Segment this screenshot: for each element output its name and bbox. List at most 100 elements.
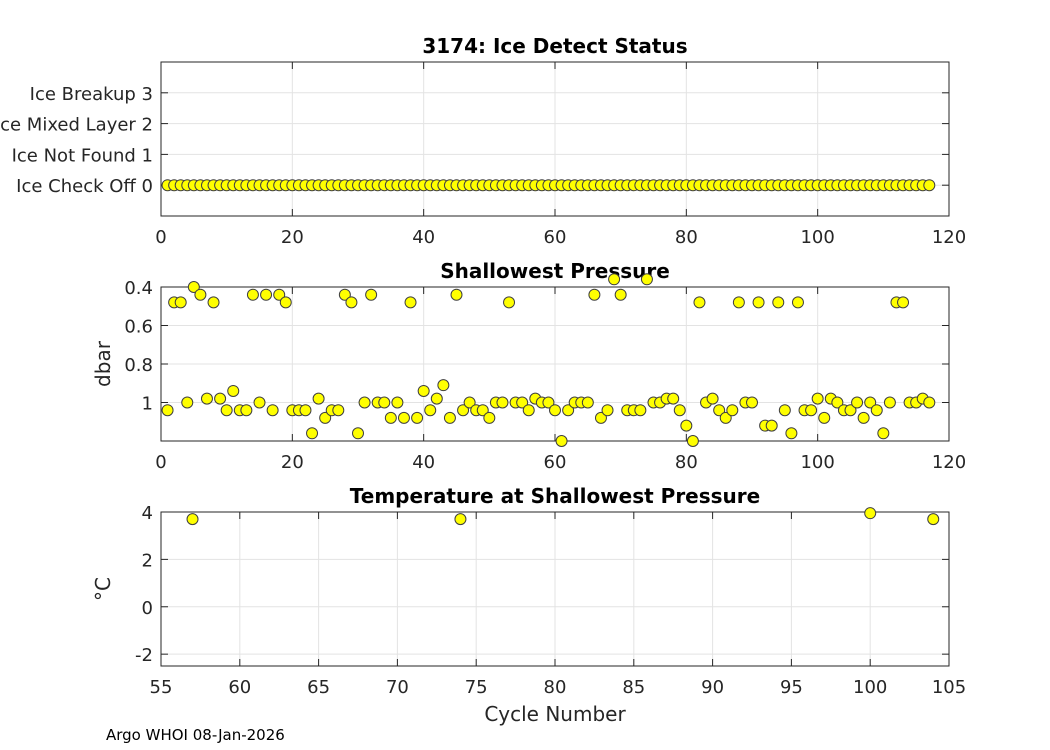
data-point bbox=[181, 396, 194, 409]
y-tick-label: Ice Not Found 1 bbox=[12, 145, 153, 166]
chart-panel-1: 0 20 40 60 80 100 120 Ice Check Off 0 Ice Not Fo… bbox=[0, 34, 966, 248]
data-point bbox=[338, 288, 351, 301]
x-tick-label: 120 bbox=[932, 452, 966, 473]
data-point bbox=[693, 296, 706, 309]
data-point bbox=[319, 411, 332, 424]
footer-credit: Argo WHOI 08-Jan-2026 bbox=[106, 726, 285, 744]
data-point bbox=[588, 288, 601, 301]
data-point bbox=[746, 396, 758, 409]
x-axis-label: Cycle Number bbox=[484, 702, 626, 726]
x-tick-label: 100 bbox=[800, 227, 834, 248]
data-point bbox=[417, 384, 430, 397]
data-point bbox=[503, 296, 516, 309]
data-point bbox=[207, 296, 220, 309]
data-point bbox=[864, 507, 877, 520]
data-point bbox=[791, 296, 804, 309]
y-tick-label: Ice Check Off 0 bbox=[16, 176, 153, 197]
data-point bbox=[673, 404, 686, 417]
data-point bbox=[752, 296, 765, 309]
data-point bbox=[772, 296, 785, 309]
data-point bbox=[358, 396, 371, 409]
data-point bbox=[476, 404, 489, 417]
data-point bbox=[732, 296, 745, 309]
data-point bbox=[187, 281, 200, 293]
data-point bbox=[332, 404, 345, 417]
x-tick-label: 40 bbox=[412, 452, 435, 473]
data-point bbox=[726, 404, 739, 417]
x-tick-label: 60 bbox=[228, 677, 251, 698]
data-point bbox=[496, 396, 509, 409]
data-point bbox=[706, 392, 719, 405]
data-point bbox=[186, 513, 199, 526]
data-point bbox=[522, 404, 535, 417]
data-point bbox=[246, 288, 259, 301]
y-tick-label: -2 bbox=[135, 645, 153, 666]
data-point bbox=[634, 404, 647, 417]
data-point bbox=[266, 404, 279, 417]
data-point bbox=[424, 404, 437, 417]
x-tick-label: 20 bbox=[281, 227, 304, 248]
x-tick-label: 60 bbox=[544, 227, 567, 248]
data-point bbox=[549, 404, 561, 417]
x-tick-label: 0 bbox=[155, 452, 166, 473]
data-point bbox=[404, 296, 417, 309]
data-point bbox=[397, 411, 410, 424]
x-tick-label: 0 bbox=[155, 227, 166, 248]
data-point bbox=[457, 404, 470, 417]
data-point bbox=[214, 392, 227, 405]
chart-panel-3: 55 60 65 70 75 80 85 90 95 100 105 -2 0 2 4 Temperature… bbox=[91, 484, 966, 726]
y-tick-label: 0 bbox=[142, 598, 153, 619]
data-point bbox=[273, 288, 286, 301]
y-axis-label: dbar bbox=[91, 340, 115, 387]
x-tick-label: 85 bbox=[622, 677, 645, 698]
x-tick-label: 90 bbox=[701, 677, 724, 698]
y-tick-label: Ice Breakup 3 bbox=[30, 84, 153, 105]
data-point bbox=[805, 404, 818, 417]
x-tick-label: 75 bbox=[465, 677, 488, 698]
x-tick-label: 60 bbox=[544, 452, 567, 473]
data-point bbox=[220, 404, 233, 417]
data-point bbox=[811, 392, 824, 405]
data-point bbox=[411, 411, 424, 424]
data-point bbox=[897, 296, 910, 309]
data-point bbox=[516, 396, 529, 409]
data-point bbox=[870, 404, 883, 417]
data-point bbox=[345, 296, 358, 309]
data-point bbox=[279, 296, 292, 309]
data-point bbox=[384, 411, 397, 424]
data-point bbox=[260, 288, 273, 301]
data-point bbox=[306, 427, 319, 440]
x-tick-label: 40 bbox=[412, 227, 435, 248]
chart-title: Temperature at Shallowest Pressure bbox=[350, 484, 760, 508]
y-tick-label: 0.6 bbox=[124, 317, 153, 338]
data-point bbox=[883, 396, 896, 409]
data-point bbox=[430, 392, 443, 405]
data-point bbox=[352, 427, 364, 440]
chart-panel-2: 0 20 40 60 80 100 120 0.4 0.6 0.8 1 Shallowest Pres… bbox=[91, 259, 966, 473]
data-point bbox=[923, 179, 936, 192]
x-tick-label: 65 bbox=[307, 677, 330, 698]
data-point bbox=[555, 435, 568, 447]
y-tick-label: 1 bbox=[142, 394, 153, 415]
x-tick-label: 55 bbox=[150, 677, 173, 698]
data-point bbox=[601, 404, 614, 417]
y-tick-label: 0.8 bbox=[124, 355, 153, 376]
x-tick-label: 70 bbox=[386, 677, 409, 698]
data-point bbox=[299, 404, 312, 417]
data-point bbox=[778, 404, 791, 417]
data-point bbox=[443, 411, 456, 424]
data-point bbox=[200, 392, 213, 405]
data-point bbox=[240, 404, 253, 417]
data-point bbox=[450, 288, 463, 301]
data-point bbox=[765, 419, 778, 432]
data-point bbox=[785, 427, 798, 440]
x-tick-label: 95 bbox=[780, 677, 803, 698]
data-point bbox=[680, 419, 693, 432]
data-point bbox=[864, 396, 877, 409]
x-tick-label: 120 bbox=[932, 227, 966, 248]
data-point bbox=[608, 273, 621, 286]
data-point bbox=[818, 411, 831, 424]
data-point bbox=[174, 296, 187, 309]
x-tick-label: 20 bbox=[281, 452, 304, 473]
